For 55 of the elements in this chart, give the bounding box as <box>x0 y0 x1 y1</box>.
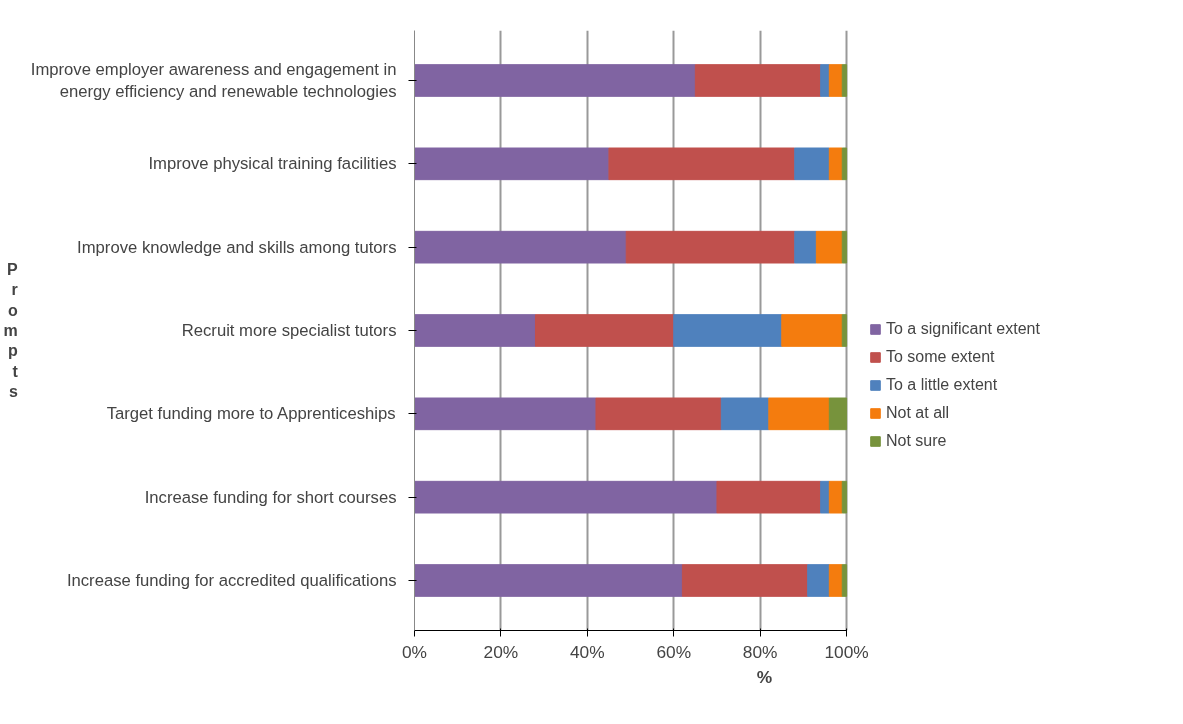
bar <box>828 64 843 97</box>
bar <box>794 230 817 264</box>
bar <box>815 230 843 264</box>
legend-label: To a significant extent <box>886 320 1040 338</box>
bar <box>828 147 843 181</box>
legend-label: Not at all <box>886 404 950 422</box>
bar <box>414 564 683 597</box>
bar <box>720 397 770 431</box>
x-tick-label: 100% <box>824 641 869 662</box>
x-tick-label: 60% <box>656 641 692 662</box>
bar <box>841 147 848 181</box>
y-tick-label: Improve knowledge and skills among tutors <box>77 237 397 257</box>
bar <box>414 480 718 514</box>
y-tick-label: Increase funding for accredited qualifications <box>66 571 397 590</box>
bar <box>841 230 848 264</box>
bar <box>608 147 796 181</box>
bar <box>794 147 830 181</box>
bar <box>414 64 696 97</box>
bar <box>828 397 848 431</box>
y-tick-label: Recruit more specialist tutors <box>181 321 397 340</box>
x-tick-label: 20% <box>483 641 519 662</box>
bar <box>807 564 830 597</box>
x-axis-title: % <box>756 666 773 687</box>
y-axis-title: Prompts <box>3 260 19 401</box>
bar <box>673 314 783 347</box>
bar <box>820 480 830 514</box>
bar <box>841 64 848 97</box>
bar <box>841 314 848 347</box>
x-tick-label: 0% <box>401 641 428 662</box>
x-tick-label: 40% <box>570 641 605 662</box>
y-tick-label: Improve employer awareness and engagement in energy efficiency and renewable technologies <box>30 59 397 102</box>
bar <box>414 147 610 181</box>
bar <box>768 397 830 431</box>
bar <box>595 397 722 431</box>
bar <box>781 314 843 347</box>
y-tick-label: Improve physical training facilities <box>148 154 397 174</box>
bar <box>414 230 627 264</box>
bar <box>841 564 848 597</box>
bar <box>820 64 830 97</box>
bar <box>841 480 848 514</box>
bar <box>681 564 809 597</box>
bar <box>414 314 536 347</box>
bar <box>828 564 843 597</box>
y-tick-label: Target funding more to Apprenticeships <box>106 404 396 424</box>
bar <box>694 64 822 97</box>
bar <box>534 314 675 347</box>
legend-label: To a little extent <box>886 376 998 394</box>
legend-label: Not sure <box>886 432 947 450</box>
bar <box>414 397 597 431</box>
bar <box>625 230 796 264</box>
bar <box>716 480 822 514</box>
bar <box>828 480 843 514</box>
legend-label: To some extent <box>886 348 995 366</box>
y-tick-label: Increase funding for short courses <box>144 487 397 507</box>
x-tick-label: 80% <box>742 641 778 662</box>
